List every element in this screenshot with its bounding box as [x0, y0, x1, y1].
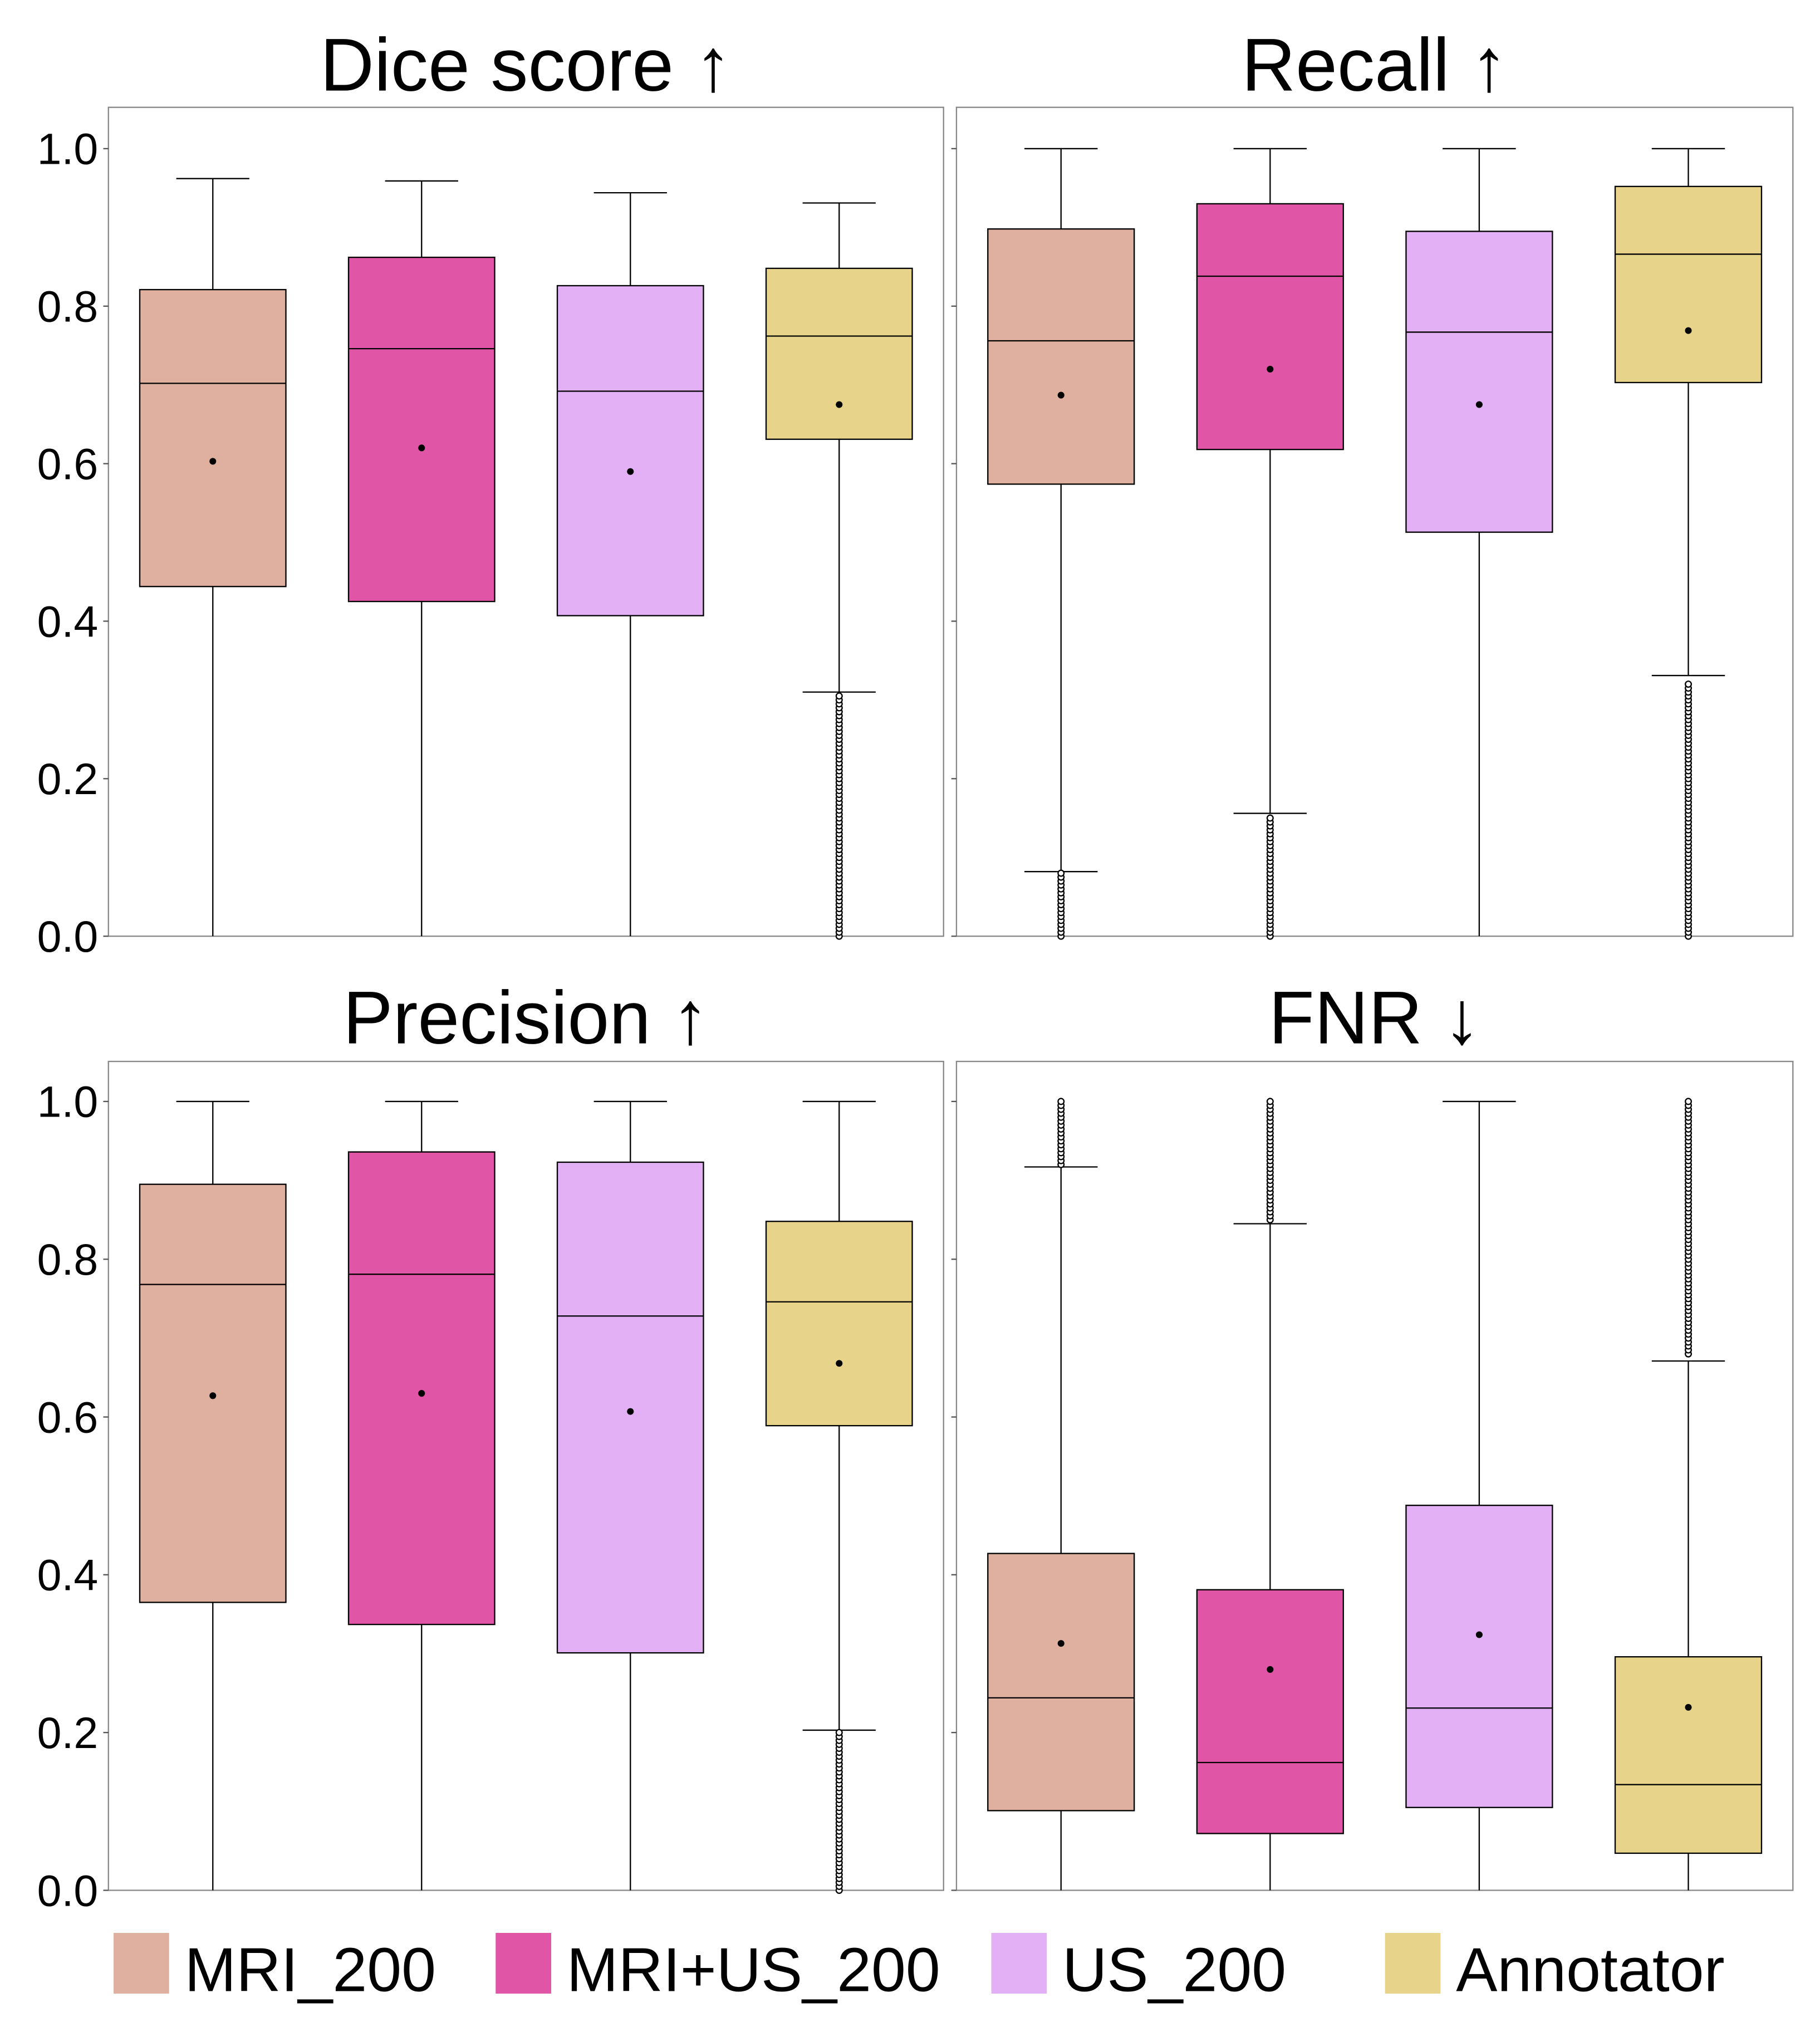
mean-point [209, 1392, 217, 1399]
iqr-box [556, 285, 704, 616]
panel-3: FNR ↓ [951, 976, 1794, 1891]
outlier-point [835, 692, 843, 700]
panel-2: Precision ↑ 0.0 0.2 0.4 0.6 0.8 1.0 [37, 976, 944, 1915]
iqr-box [987, 1553, 1135, 1812]
box-Annotator [1614, 148, 1763, 940]
panel-1: Recall ↑ [951, 23, 1794, 940]
legend-label: MRI_200 [185, 1935, 436, 2004]
legend-label: US_200 [1062, 1935, 1286, 2004]
y-tick-label: 0.4 [37, 597, 99, 646]
mean-point [1267, 365, 1274, 373]
outlier-point [1057, 869, 1065, 877]
mean-point [627, 1408, 634, 1415]
legend: MRI_200 MRI+US_200 US_200 Annotator [114, 1933, 1725, 2004]
iqr-box [556, 1161, 704, 1654]
y-tick-label: 0.8 [37, 1235, 99, 1284]
legend-swatch [1385, 1933, 1441, 1994]
outlier-point [1266, 814, 1274, 822]
iqr-box [1405, 1505, 1553, 1808]
iqr-box [987, 228, 1135, 485]
iqr-box [1614, 185, 1763, 384]
panel-title: Precision ↑ [343, 976, 709, 1060]
iqr-box [139, 288, 287, 588]
panel-title: Dice score ↑ [320, 23, 732, 107]
y-tick-label: 0.4 [37, 1551, 99, 1600]
plot-frame [107, 106, 944, 937]
legend-label: MRI+US_200 [567, 1935, 940, 2004]
y-tick-label: 1.0 [37, 1078, 99, 1127]
iqr-box [1614, 1656, 1763, 1854]
iqr-box [347, 256, 496, 603]
box-MRI+US_200 [1196, 148, 1344, 940]
legend-label: Annotator [1456, 1935, 1725, 2004]
legend-item-MRI_200: MRI_200 [114, 1933, 436, 2004]
mean-point [1475, 1631, 1483, 1638]
box-US_200 [556, 1100, 704, 1891]
y-tick-label: 0.2 [37, 1708, 99, 1757]
panel-0: Dice score ↑ 0.0 0.2 0.4 0.6 0.8 1.0 [37, 23, 944, 961]
legend-item-US_200: US_200 [991, 1933, 1286, 2004]
plot-frame [107, 1060, 944, 1891]
box-US_200 [556, 192, 704, 937]
mean-point [1267, 1666, 1274, 1673]
legend-swatch [496, 1933, 551, 1994]
plot-frame [955, 106, 1794, 937]
mean-point [418, 444, 425, 452]
box-MRI+US_200 [1196, 1098, 1344, 1891]
mean-point [418, 1390, 425, 1397]
box-US_200 [1405, 148, 1553, 937]
outlier-point [1266, 1098, 1274, 1105]
iqr-box [765, 267, 913, 440]
outlier-point [1685, 1098, 1693, 1105]
box-MRI_200 [987, 1098, 1135, 1891]
iqr-box [1196, 1589, 1344, 1834]
mean-point [1685, 327, 1692, 334]
y-tick-label: 0.6 [37, 1393, 99, 1442]
box-MRI_200 [139, 1100, 287, 1891]
box-MRI+US_200 [347, 1100, 496, 1891]
mean-point [627, 468, 634, 475]
box-MRI_200 [139, 178, 287, 937]
legend-item-Annotator: Annotator [1385, 1933, 1725, 2004]
outlier-point [1685, 681, 1693, 688]
iqr-box [1196, 203, 1344, 451]
box-MRI+US_200 [347, 180, 496, 937]
iqr-box [765, 1221, 913, 1427]
y-tick-label: 0.0 [37, 912, 99, 961]
legend-swatch [114, 1933, 169, 1994]
box-Annotator [765, 1100, 913, 1894]
panel-title: Recall ↑ [1242, 23, 1508, 107]
mean-point [836, 401, 843, 408]
y-tick-label: 0.0 [37, 1866, 99, 1915]
box-Annotator [765, 202, 913, 940]
y-tick-label: 1.0 [37, 125, 99, 174]
iqr-box [347, 1151, 496, 1626]
outlier-point [1057, 1098, 1065, 1105]
iqr-box [1405, 231, 1553, 533]
mean-point [1057, 1640, 1064, 1647]
mean-point [1057, 391, 1064, 399]
box-Annotator [1614, 1098, 1763, 1891]
mean-point [1475, 401, 1483, 408]
box-US_200 [1405, 1100, 1553, 1891]
mean-point [209, 458, 217, 465]
mean-point [1685, 1703, 1692, 1711]
box-MRI_200 [987, 148, 1135, 940]
plot-frame [955, 1060, 1794, 1891]
outlier-point [835, 1729, 843, 1736]
y-tick-label: 0.8 [37, 282, 99, 331]
y-tick-label: 0.2 [37, 755, 99, 804]
legend-swatch [991, 1933, 1047, 1994]
mean-point [836, 1360, 843, 1367]
y-tick-label: 0.6 [37, 439, 99, 488]
panel-title: FNR ↓ [1269, 976, 1481, 1060]
legend-item-MRI+US_200: MRI+US_200 [496, 1933, 940, 2004]
